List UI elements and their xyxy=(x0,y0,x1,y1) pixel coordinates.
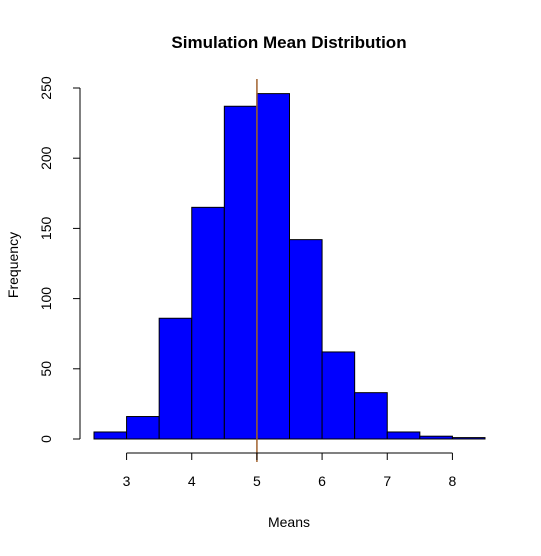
x-tick-label: 3 xyxy=(123,473,131,489)
x-axis-label: Means xyxy=(268,514,310,530)
x-tick-label: 4 xyxy=(188,473,196,489)
y-tick-label: 250 xyxy=(38,76,54,100)
y-axis-label: Frequency xyxy=(5,232,21,298)
y-tick-label: 200 xyxy=(38,146,54,170)
histogram-bar xyxy=(354,392,388,440)
y-tick-label: 50 xyxy=(38,361,54,377)
histogram-bar xyxy=(419,435,453,440)
histogram-bar xyxy=(386,431,421,440)
histogram-bar xyxy=(256,93,290,440)
histogram-bar xyxy=(321,351,356,440)
x-tick-label: 7 xyxy=(383,473,391,489)
x-tick-label: 8 xyxy=(449,473,457,489)
histogram-bar xyxy=(223,105,258,440)
y-tick-label: 100 xyxy=(38,287,54,311)
histogram-bar xyxy=(126,416,160,440)
y-tick-label: 150 xyxy=(38,217,54,241)
histogram-bars xyxy=(93,93,486,440)
histogram-bar xyxy=(289,239,323,440)
histogram-bar xyxy=(93,431,128,440)
x-tick-label: 5 xyxy=(253,473,261,489)
y-axis: 0 50 100 150 200 250 xyxy=(38,76,81,443)
histogram-bar xyxy=(158,317,193,440)
histogram-bar xyxy=(451,437,486,440)
chart-title: Simulation Mean Distribution xyxy=(171,33,406,52)
y-tick-label: 0 xyxy=(38,435,54,443)
x-axis: 3 4 5 6 7 8 xyxy=(123,452,457,489)
histogram-bar xyxy=(191,206,225,440)
x-tick-label: 6 xyxy=(318,473,326,489)
